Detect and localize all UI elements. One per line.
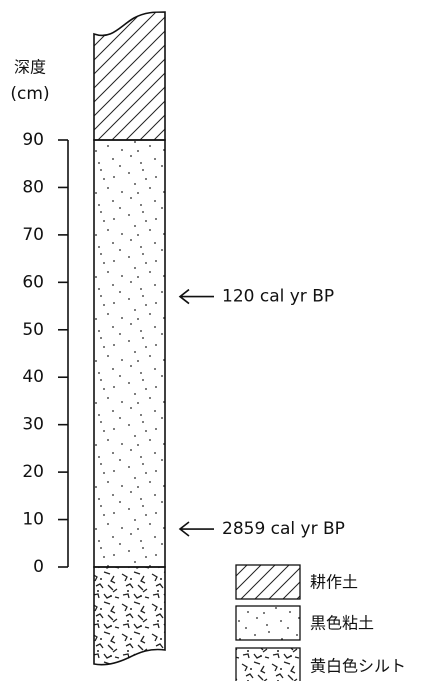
annotations: 120 cal yr BP 2859 cal yr BP: [178, 287, 345, 539]
layer-black-clay: [93, 139, 166, 568]
tick-label: 90: [22, 130, 44, 150]
layer-plough-soil: [93, 11, 166, 141]
annotation-label: 2859 cal yr BP: [222, 519, 345, 539]
tick-label: 70: [22, 225, 44, 245]
legend-swatch: [235, 605, 301, 641]
legend-swatch: [235, 564, 301, 600]
legend-label: 耕作土: [310, 573, 358, 592]
tick-label: 0: [33, 557, 44, 577]
tick-label: 40: [22, 367, 44, 387]
legend-swatch: [235, 647, 301, 681]
axis-unit: (cm): [10, 84, 49, 104]
tick-label: 20: [22, 462, 44, 482]
tick-label: 60: [22, 272, 44, 292]
legend: 耕作土 黒色粘土 黄白色シルト: [235, 564, 406, 681]
tick-label: 50: [22, 320, 44, 340]
depth-axis: 0 10 20 30 40 50 60 70 80 90: [22, 130, 69, 577]
legend-label: 黄白色シルト: [310, 657, 406, 676]
layer-silt: [93, 566, 166, 666]
arrow: [178, 521, 214, 537]
axis-title: 深度: [14, 58, 46, 77]
tick-label: 80: [22, 177, 44, 197]
legend-label: 黒色粘土: [310, 614, 374, 633]
tick-label: 10: [22, 510, 44, 530]
tick-label: 30: [22, 415, 44, 435]
annotation-label: 120 cal yr BP: [222, 287, 334, 307]
arrow: [178, 288, 214, 305]
